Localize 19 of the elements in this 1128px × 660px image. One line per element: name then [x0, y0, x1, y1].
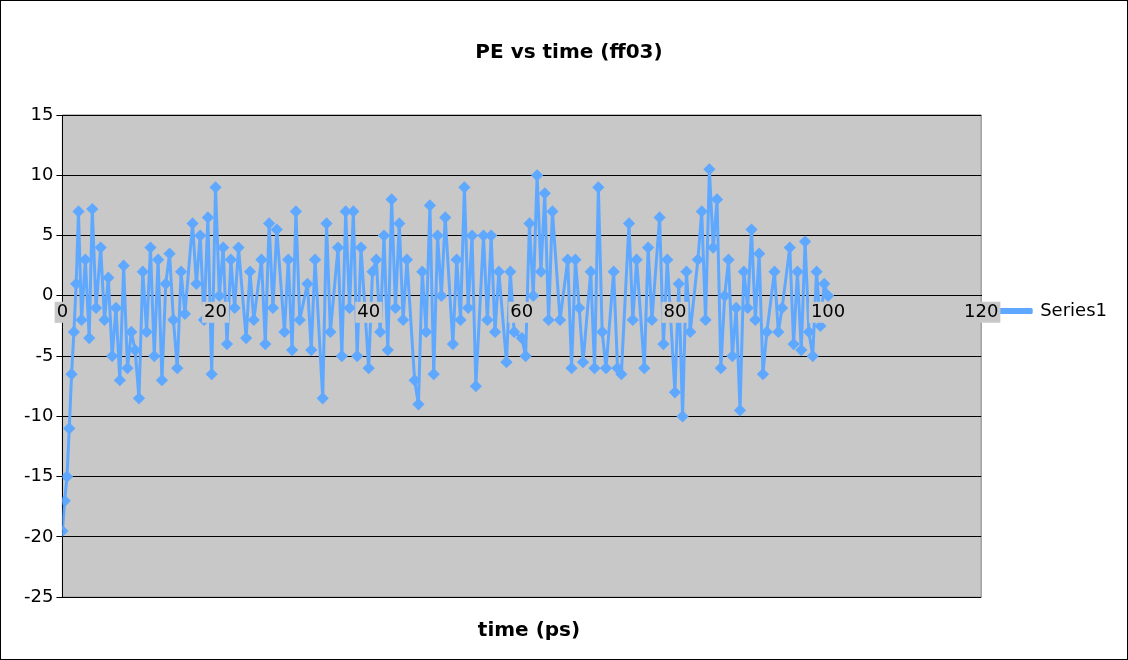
x-axis-title: time (ps)	[476, 617, 582, 641]
x-tick-label: 40	[357, 300, 381, 322]
y-tick-label: -10	[23, 404, 54, 426]
y-tick-label: -20	[23, 524, 54, 546]
x-tick-label: 120	[964, 300, 999, 322]
x-tick-label: 20	[204, 300, 227, 322]
y-tick-label: 5	[41, 223, 54, 245]
y-tick-label: -25	[23, 584, 54, 606]
y-tick-label: 0	[41, 283, 54, 305]
y-tick-label: 10	[30, 162, 54, 184]
x-tick-label: 60	[510, 300, 534, 322]
x-tick-label: 100	[810, 300, 846, 322]
y-tick-label: -15	[23, 464, 54, 486]
legend-label: Series1	[1040, 298, 1108, 320]
x-tick-label: 0	[56, 300, 69, 322]
chart-title: PE vs time (ff03)	[475, 39, 663, 64]
y-tick-label: 15	[30, 102, 54, 124]
x-tick-label: 80	[663, 300, 687, 322]
y-tick-label: -5	[35, 343, 54, 365]
